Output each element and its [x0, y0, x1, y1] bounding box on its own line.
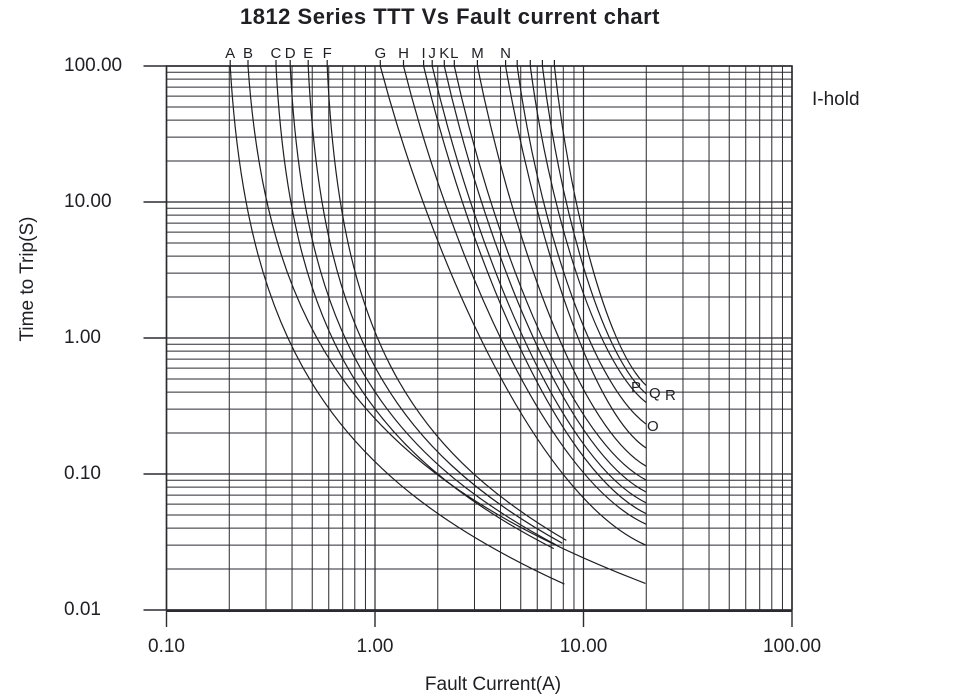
curve-label-N: N: [500, 45, 511, 62]
curve-H: [402, 60, 647, 525]
curve-label-M: M: [471, 45, 484, 62]
curve-O: [516, 60, 647, 425]
curve-C: [275, 60, 555, 550]
y-axis-title: Time to Trip(S): [17, 216, 38, 342]
curve-J: [431, 60, 647, 504]
curve-M: [476, 60, 647, 467]
curve-L: [453, 60, 647, 481]
curve-D: [289, 60, 559, 547]
curve-Q: [541, 60, 647, 395]
y-tick-label: 10.00: [64, 191, 112, 212]
curve-label-D: D: [285, 45, 296, 62]
curve-label-O: O: [647, 418, 659, 435]
x-tick-label: 0.10: [148, 636, 185, 657]
y-tick-label: 1.00: [64, 327, 101, 348]
y-tick-label: 0.10: [64, 463, 101, 484]
chart-title: 1812 Series TTT Vs Fault current chart: [239, 4, 661, 29]
curve-label-C: C: [271, 45, 282, 62]
curve-G: [379, 60, 647, 546]
curve-P: [529, 60, 647, 404]
x-axis-title: Fault Current(A): [424, 674, 562, 695]
curve-label-G: G: [374, 45, 386, 62]
x-tick-label: 1.00: [357, 636, 394, 657]
curve-K: [443, 60, 647, 493]
curve-B: [247, 60, 646, 584]
curve-E: [307, 60, 563, 544]
curve-label-J: J: [428, 45, 436, 62]
curve-label-R: R: [665, 387, 676, 404]
x-tick-label: 10.00: [560, 636, 608, 657]
y-tick-label: 0.01: [64, 599, 101, 620]
curve-I: [423, 60, 647, 515]
curve-label-L: L: [450, 45, 458, 62]
curve-label-B: B: [243, 45, 253, 62]
curve-label-Q: Q: [649, 385, 661, 402]
curve-label-P: P: [631, 379, 641, 396]
curve-A: [229, 60, 565, 585]
curve-F: [326, 60, 567, 541]
curve-label-A: A: [225, 45, 235, 62]
curve-label-F: F: [323, 45, 332, 62]
curve-N: [505, 60, 647, 449]
curve-label-I: I: [421, 45, 425, 62]
curve-label-E: E: [303, 45, 313, 62]
ihold-label: I-hold: [812, 89, 860, 110]
curve-label-K: K: [439, 45, 449, 62]
curve-label-H: H: [398, 45, 409, 62]
x-tick-label: 100.00: [763, 636, 821, 657]
curve-R: [553, 60, 647, 387]
y-tick-label: 100.00: [64, 55, 122, 76]
